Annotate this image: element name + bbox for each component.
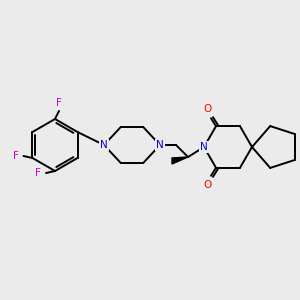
Text: N: N [100, 140, 108, 150]
Text: O: O [204, 104, 212, 114]
Text: F: F [35, 168, 41, 178]
Polygon shape [172, 157, 188, 164]
Text: F: F [56, 98, 62, 108]
Text: F: F [13, 151, 18, 161]
Text: O: O [204, 180, 212, 190]
Text: N: N [156, 140, 164, 150]
Text: N: N [200, 142, 208, 152]
